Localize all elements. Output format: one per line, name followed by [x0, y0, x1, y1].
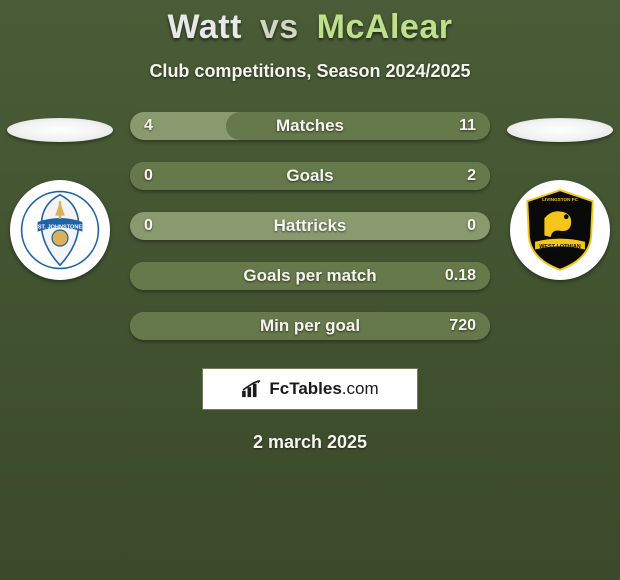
player2-silhouette	[507, 118, 613, 142]
subtitle: Club competitions, Season 2024/2025	[0, 61, 620, 82]
stat-bar: Hattricks0 0	[130, 212, 490, 240]
stat-value-right: 0.18	[445, 267, 476, 285]
player2-name: McAlear	[317, 8, 453, 46]
brand-text: FcTables.com	[269, 379, 378, 399]
stat-value-right: 0	[467, 217, 476, 235]
player1-silhouette	[7, 118, 113, 142]
vs-label: vs	[260, 8, 299, 46]
brand-name: FcTables	[269, 379, 341, 398]
player1-name: Watt	[168, 8, 242, 46]
livingston-crest-icon: WEST LOTHIAN LIVINGSTON FC	[521, 185, 599, 275]
date-label: 2 march 2025	[0, 432, 620, 453]
stat-value-left: 0	[144, 167, 153, 185]
stat-label: Goals	[130, 166, 490, 186]
stat-label: Hattricks	[130, 216, 490, 236]
svg-text:ST. JOHNSTONE: ST. JOHNSTONE	[38, 224, 83, 230]
stjohnstone-crest-icon: ST. JOHNSTONE	[20, 190, 100, 270]
brand-box[interactable]: FcTables.com	[202, 368, 418, 410]
stat-bar: Goals per match0.18	[130, 262, 490, 290]
stat-value-right: 720	[449, 317, 476, 335]
stat-value-right: 11	[459, 117, 476, 135]
page-title: Watt vs McAlear	[0, 8, 620, 47]
body-row: ST. JOHNSTONE Matches411Goals02Hattricks…	[0, 112, 620, 340]
stat-label: Min per goal	[130, 316, 490, 336]
left-column: ST. JOHNSTONE	[0, 112, 120, 280]
stats-column: Matches411Goals02Hattricks00Goals per ma…	[120, 112, 500, 340]
stat-bar: Matches4 11	[130, 112, 490, 140]
stat-value-left: 0	[144, 217, 153, 235]
club-badge-left: ST. JOHNSTONE	[10, 180, 110, 280]
comparison-card: Watt vs McAlear Club competitions, Seaso…	[0, 0, 620, 580]
stat-bar: Goals0 2	[130, 162, 490, 190]
stat-value-right: 2	[467, 167, 476, 185]
club-badge-right: WEST LOTHIAN LIVINGSTON FC	[510, 180, 610, 280]
stat-label: Goals per match	[130, 266, 490, 286]
stat-label: Matches	[130, 116, 490, 136]
right-column: WEST LOTHIAN LIVINGSTON FC	[500, 112, 620, 280]
svg-text:LIVINGSTON FC: LIVINGSTON FC	[542, 197, 579, 202]
brand-domain: .com	[342, 379, 379, 398]
stat-bar: Min per goal720	[130, 312, 490, 340]
fctables-logo-icon	[241, 380, 263, 398]
stat-value-left: 4	[144, 117, 153, 135]
svg-text:WEST LOTHIAN: WEST LOTHIAN	[539, 244, 581, 250]
